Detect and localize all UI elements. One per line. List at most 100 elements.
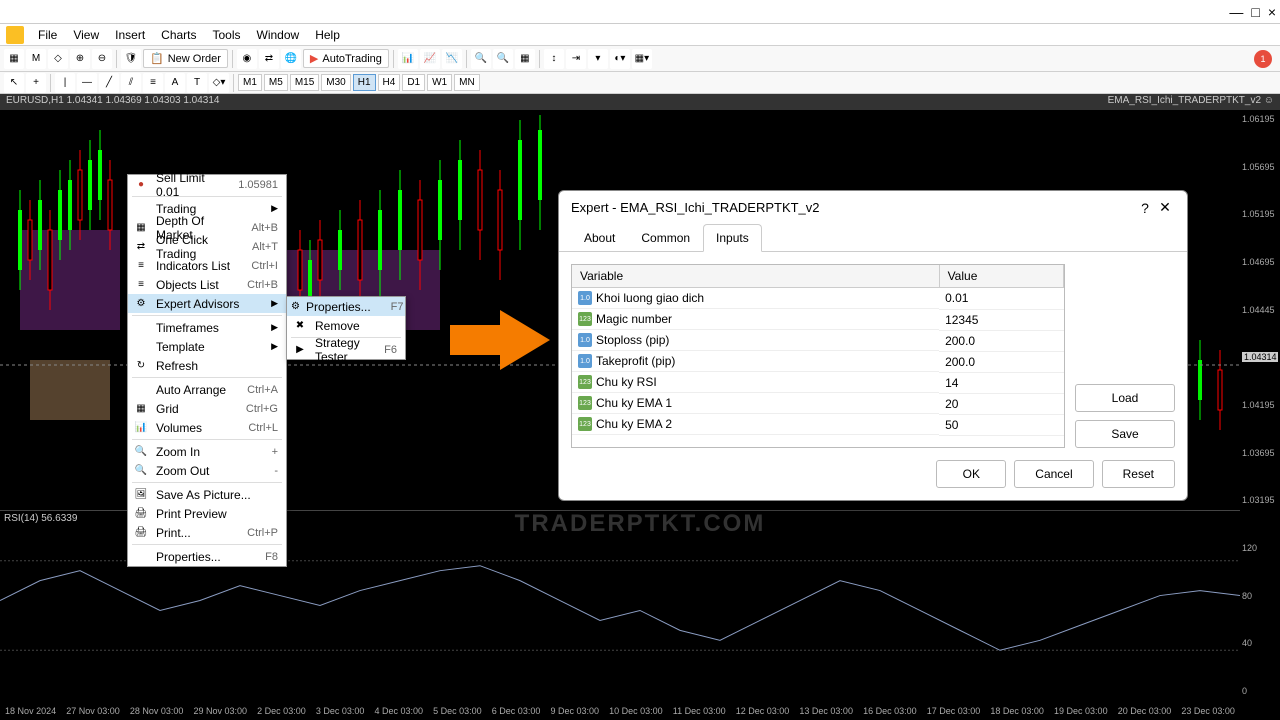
toolbar-icon[interactable]: ⇥ xyxy=(566,49,586,69)
hline-icon[interactable]: — xyxy=(77,73,97,93)
toolbar-icon[interactable]: M xyxy=(26,49,46,69)
autotrading-button[interactable]: ▶AutoTrading xyxy=(303,49,389,68)
toolbar-icon[interactable]: ▦ xyxy=(4,49,24,69)
timeframe-w1[interactable]: W1 xyxy=(427,74,452,91)
toolbar-icon[interactable]: ◇ xyxy=(48,49,68,69)
toolbar-icon[interactable]: ↕ xyxy=(544,49,564,69)
tab-common[interactable]: Common xyxy=(628,224,703,252)
ctx-print-preview[interactable]: 🖨Print Preview xyxy=(128,504,286,523)
toolbar-icon[interactable]: ▦ xyxy=(515,49,535,69)
ctx-one-click-trading[interactable]: ⇄One Click TradingAlt+T xyxy=(128,237,286,256)
vline-icon[interactable]: | xyxy=(55,73,75,93)
ctx-grid[interactable]: ▦GridCtrl+G xyxy=(128,399,286,418)
chart-symbol-info: EURUSD,H1 1.04341 1.04369 1.04303 1.0431… xyxy=(6,95,220,109)
toolbar-icon[interactable]: ▾ xyxy=(588,49,608,69)
ctx-zoom-in[interactable]: 🔍Zoom In+ xyxy=(128,442,286,461)
fib-icon[interactable]: ≡ xyxy=(143,73,163,93)
toolbar-icon[interactable]: ⊕ xyxy=(70,49,90,69)
reset-button[interactable]: Reset xyxy=(1102,460,1175,488)
timeframe-mn[interactable]: MN xyxy=(454,74,480,91)
save-button[interactable]: Save xyxy=(1075,420,1175,448)
menu-insert[interactable]: Insert xyxy=(107,26,153,44)
toolbar-icon[interactable]: 🛡 xyxy=(121,49,141,69)
close-button[interactable]: × xyxy=(1268,4,1276,20)
timeframe-h1[interactable]: H1 xyxy=(353,74,376,91)
menu-view[interactable]: View xyxy=(65,26,107,44)
channel-icon[interactable]: ⫽ xyxy=(121,73,141,93)
time-tick: 11 Dec 03:00 xyxy=(673,706,726,716)
input-row[interactable]: 1.0Takeprofit (pip)200.0 xyxy=(572,351,1064,372)
load-button[interactable]: Load xyxy=(1075,384,1175,412)
input-row[interactable]: 1.0Khoi luong giao dich0.01 xyxy=(572,288,1064,310)
context-menu-main[interactable]: ●Sell Limit 0.011.05981Trading▶▦Depth Of… xyxy=(127,174,287,567)
toolbar-icon[interactable]: ⇄ xyxy=(259,49,279,69)
rsi-label: RSI(14) 56.6339 xyxy=(4,513,77,524)
ctx-print-[interactable]: 🖨Print...Ctrl+P xyxy=(128,523,286,542)
zoom-out-icon[interactable]: 🔍 xyxy=(493,49,513,69)
ctx-timeframes[interactable]: Timeframes▶ xyxy=(128,318,286,337)
input-row[interactable]: 123Chu ky EMA 120 xyxy=(572,393,1064,414)
ctx-objects-list[interactable]: ≡Objects ListCtrl+B xyxy=(128,275,286,294)
timeframe-m1[interactable]: M1 xyxy=(238,74,262,91)
time-tick: 23 Dec 03:00 xyxy=(1181,706,1235,716)
timeframe-h4[interactable]: H4 xyxy=(378,74,401,91)
toolbar-icon[interactable]: ⊖ xyxy=(92,49,112,69)
tab-about[interactable]: About xyxy=(571,224,628,252)
label-icon[interactable]: T xyxy=(187,73,207,93)
ctx-save-as-picture-[interactable]: 🖼Save As Picture... xyxy=(128,485,286,504)
text-icon[interactable]: A xyxy=(165,73,185,93)
input-row[interactable]: 123Chu ky EMA 250 xyxy=(572,414,1064,435)
chart-ea-info: EMA_RSI_Ichi_TRADERPTKT_v2 ☺ xyxy=(1108,95,1274,109)
notification-badge[interactable]: 1 xyxy=(1254,50,1272,68)
inputs-table[interactable]: Variable Value 1.0Khoi luong giao dich0.… xyxy=(571,264,1065,448)
menu-help[interactable]: Help xyxy=(307,26,348,44)
toolbar-icon[interactable]: ▦▾ xyxy=(632,49,652,69)
crosshair-icon[interactable]: + xyxy=(26,73,46,93)
ctx-sell-limit-0-01[interactable]: ●Sell Limit 0.011.05981 xyxy=(128,175,286,194)
menu-tools[interactable]: Tools xyxy=(205,26,249,44)
toolbar-icon[interactable]: 📈 xyxy=(420,49,440,69)
input-row[interactable]: 1.0Stoploss (pip)200.0 xyxy=(572,330,1064,351)
new-order-button[interactable]: 📋New Order xyxy=(143,49,228,68)
timeframe-m5[interactable]: M5 xyxy=(264,74,288,91)
cancel-button[interactable]: Cancel xyxy=(1014,460,1093,488)
ctx-zoom-out[interactable]: 🔍Zoom Out- xyxy=(128,461,286,480)
ctx-volumes[interactable]: 📊VolumesCtrl+L xyxy=(128,418,286,437)
toolbar-icon[interactable]: 📉 xyxy=(442,49,462,69)
maximize-button[interactable]: □ xyxy=(1251,4,1259,20)
ok-button[interactable]: OK xyxy=(936,460,1006,488)
menu-file[interactable]: File xyxy=(30,26,65,44)
ctx-refresh[interactable]: ↻Refresh xyxy=(128,356,286,375)
menu-bar: FileViewInsertChartsToolsWindowHelp xyxy=(0,24,1280,46)
input-row[interactable]: 123Magic number12345 xyxy=(572,309,1064,330)
timeframe-m15[interactable]: M15 xyxy=(290,74,319,91)
cursor-icon[interactable]: ↖ xyxy=(4,73,24,93)
help-button[interactable]: ? xyxy=(1135,200,1155,216)
timeframe-m30[interactable]: M30 xyxy=(321,74,350,91)
ctx-template[interactable]: Template▶ xyxy=(128,337,286,356)
timeframe-d1[interactable]: D1 xyxy=(402,74,425,91)
ctx-sub-properties-[interactable]: ⚙Properties...F7 xyxy=(287,297,405,316)
ctx-auto-arrange[interactable]: Auto ArrangeCtrl+A xyxy=(128,380,286,399)
input-row[interactable]: 123Chu ky RSI14 xyxy=(572,372,1064,393)
ctx-sub-strategy-tester[interactable]: ▶Strategy TesterF6 xyxy=(287,340,405,359)
zoom-in-icon[interactable]: 🔍 xyxy=(471,49,491,69)
toolbar-icon[interactable]: 🌐 xyxy=(281,49,301,69)
tab-inputs[interactable]: Inputs xyxy=(703,224,762,252)
ctx-properties-[interactable]: Properties...F8 xyxy=(128,547,286,566)
minimize-button[interactable]: — xyxy=(1229,4,1243,20)
time-tick: 13 Dec 03:00 xyxy=(799,706,853,716)
toolbar-icon[interactable]: ◐▾ xyxy=(610,49,630,69)
drawing-toolbar: ↖ + | — ╱ ⫽ ≡ A T ◇▾ M1M5M15M30H1H4D1W1M… xyxy=(0,72,1280,94)
ctx-sub-remove[interactable]: ✖Remove xyxy=(287,316,405,335)
toolbar-icon[interactable]: ◉ xyxy=(237,49,257,69)
toolbar-icon[interactable]: 📊 xyxy=(398,49,418,69)
shapes-icon[interactable]: ◇▾ xyxy=(209,73,229,93)
ctx-expert-advisors[interactable]: ⚙Expert Advisors▶ xyxy=(128,294,286,313)
context-menu-sub[interactable]: ⚙Properties...F7✖Remove ▶Strategy TesterF… xyxy=(286,296,406,360)
menu-charts[interactable]: Charts xyxy=(153,26,204,44)
close-button[interactable]: ✕ xyxy=(1155,199,1175,216)
menu-window[interactable]: Window xyxy=(249,26,308,44)
trendline-icon[interactable]: ╱ xyxy=(99,73,119,93)
ctx-indicators-list[interactable]: ≡Indicators ListCtrl+I xyxy=(128,256,286,275)
